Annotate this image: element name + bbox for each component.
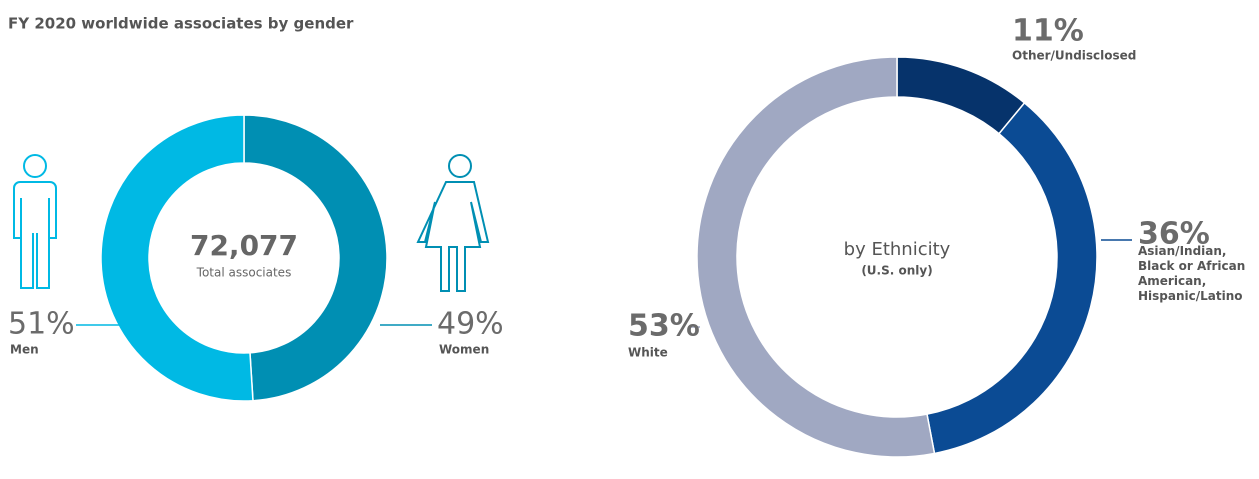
value-label: 53% bbox=[628, 309, 700, 344]
category-label: Asian/Indian, Black or African American,… bbox=[1138, 244, 1246, 303]
value-label: 11% bbox=[1012, 14, 1084, 49]
women-icon bbox=[416, 154, 490, 292]
category-label: Other/Undisclosed bbox=[1012, 49, 1136, 63]
center-text: by Ethnicity bbox=[844, 239, 951, 260]
men-icon bbox=[13, 154, 57, 289]
category-label: Men bbox=[10, 343, 39, 357]
center-text: Total associates bbox=[196, 266, 292, 280]
donut-segment bbox=[243, 114, 388, 402]
donut-segment bbox=[926, 101, 1098, 455]
center-text: (U.S. only) bbox=[861, 264, 932, 278]
donut-segment bbox=[896, 56, 1026, 135]
donut-segment bbox=[696, 56, 936, 458]
chart-title: FY 2020 worldwide associates by gender bbox=[8, 15, 354, 33]
value-label: 49% bbox=[437, 307, 504, 342]
category-label: Women bbox=[439, 343, 489, 357]
category-label: White bbox=[628, 346, 668, 360]
category-label-box: Asian/Indian, Black or African American,… bbox=[1138, 244, 1246, 303]
center-text: 72,077 bbox=[190, 229, 298, 262]
donut-segment bbox=[100, 114, 254, 402]
value-label: 51% bbox=[8, 307, 75, 342]
value-label: 36% bbox=[1138, 217, 1210, 252]
